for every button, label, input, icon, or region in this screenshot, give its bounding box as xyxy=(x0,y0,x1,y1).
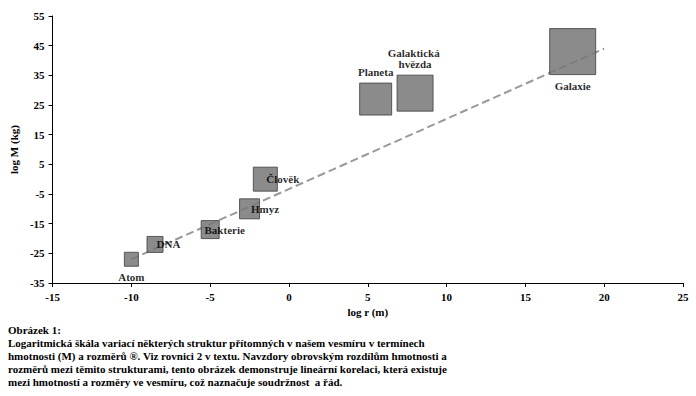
svg-text:Logaritmická škála variací něk: Logaritmická škála variací některých str… xyxy=(8,337,425,349)
svg-text:-5: -5 xyxy=(206,291,216,303)
svg-text:mezi hmotností a rozměry ve ve: mezi hmotností a rozměry ve vesmíru, což… xyxy=(8,376,343,388)
svg-text:Bakterie: Bakterie xyxy=(205,224,245,236)
svg-text:25: 25 xyxy=(34,99,46,111)
svg-text:log r (m): log r (m) xyxy=(347,306,388,319)
svg-text:Obrázek 1:: Obrázek 1: xyxy=(8,324,61,336)
svg-text:10: 10 xyxy=(441,291,453,303)
svg-text:15: 15 xyxy=(34,129,46,141)
svg-text:-35: -35 xyxy=(30,277,45,289)
svg-text:Planeta: Planeta xyxy=(358,66,394,78)
svg-text:Galaktická: Galaktická xyxy=(387,47,443,60)
svg-text:35: 35 xyxy=(34,69,46,81)
svg-text:55: 55 xyxy=(34,10,46,22)
svg-text:5: 5 xyxy=(39,158,45,170)
svg-text:log M (kg): log M (kg) xyxy=(8,125,21,174)
svg-text:-15: -15 xyxy=(45,291,60,303)
svg-text:-15: -15 xyxy=(30,218,45,230)
svg-text:-25: -25 xyxy=(30,247,45,259)
svg-text:rozměrů mezi těmito strukturam: rozměrů mezi těmito strukturami, tento o… xyxy=(8,363,447,375)
svg-text:20: 20 xyxy=(599,291,611,303)
svg-text:25: 25 xyxy=(678,291,690,303)
svg-text:-10: -10 xyxy=(124,291,139,303)
svg-text:45: 45 xyxy=(34,40,46,52)
svg-text:hvězda: hvězda xyxy=(399,58,433,70)
svg-text:hmotnosti (M) a rozměrů ®. Viz: hmotnosti (M) a rozměrů ®. Viz rovnici 2… xyxy=(8,350,447,363)
svg-text:Hmyz: Hmyz xyxy=(251,203,279,215)
svg-text:DNA: DNA xyxy=(157,238,181,250)
svg-text:Atom: Atom xyxy=(118,271,144,283)
svg-text:5: 5 xyxy=(365,291,371,303)
svg-text:-5: -5 xyxy=(35,188,45,200)
svg-text:Člověk: Člověk xyxy=(266,173,300,185)
svg-text:Galaxie: Galaxie xyxy=(555,80,591,92)
svg-text:0: 0 xyxy=(286,291,292,303)
svg-text:15: 15 xyxy=(520,291,532,303)
